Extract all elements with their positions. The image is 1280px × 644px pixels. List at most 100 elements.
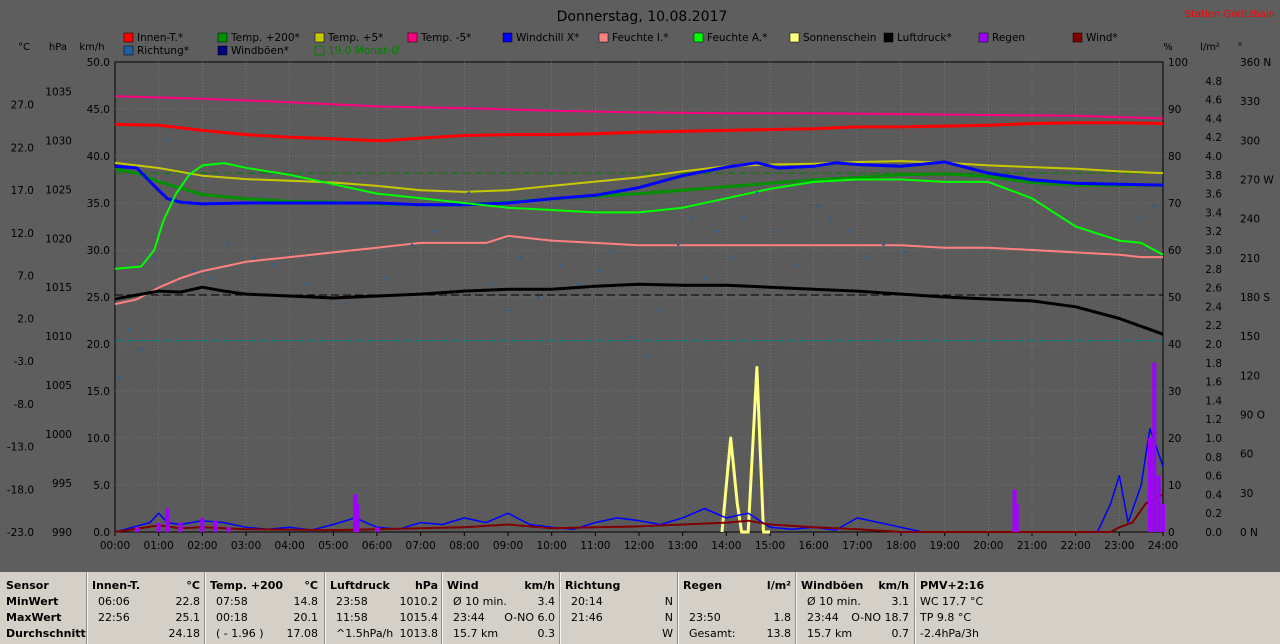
- legend-label: Temp. -5*: [420, 32, 471, 44]
- y-tick-label-rain: 4.2: [1205, 132, 1222, 144]
- y-tick-label-kmh: 40.0: [87, 151, 110, 163]
- legend-label: Windchill X*: [516, 32, 579, 44]
- y-tick-label-celsius: -3.0: [14, 356, 35, 368]
- cell-time: 15.7 km: [807, 627, 853, 640]
- y-tick-label-celsius: 22.0: [11, 142, 34, 154]
- axis-tick-labels: 00:00 01:00 02:00 03:00 04:00 05:00 06:00 07:00…: [7, 57, 1275, 552]
- series-line-sonnenschein: [720, 366, 770, 534]
- cell-time: 23:44: [807, 611, 839, 624]
- cell-value: O-NO 18.7: [851, 611, 909, 624]
- direction-point: [139, 347, 143, 351]
- cell-time: TP 9.8 °C: [920, 611, 972, 624]
- y-tick-label-hpa: 1025: [45, 184, 72, 196]
- axis-unit-label: °: [1238, 42, 1243, 53]
- y-tick-label-hpa: 990: [52, 527, 72, 539]
- rain-bar: [1152, 362, 1157, 532]
- rain-bar: [1147, 438, 1152, 532]
- y-tick-label-direction: 30: [1240, 488, 1253, 500]
- cell-time: 22:56: [98, 611, 130, 624]
- rain-bar: [200, 517, 205, 532]
- direction-point: [742, 217, 746, 220]
- rain-bar: [1012, 489, 1017, 532]
- y-tick-label-percent: 30: [1168, 386, 1181, 398]
- cell-value: 25.1: [175, 611, 201, 624]
- direction-point: [1152, 204, 1156, 207]
- legend-swatch: [598, 32, 609, 43]
- station-name: Station Göritzhain: [1185, 9, 1275, 20]
- rain-bar: [1156, 475, 1161, 532]
- cell-value: 1010.2: [399, 595, 439, 608]
- cell-value: O-NO 6.0: [504, 611, 555, 624]
- y-tick-label-percent: 0: [1168, 527, 1175, 539]
- legend-label: Regen: [992, 32, 1025, 44]
- y-tick-label-kmh: 0.0: [93, 527, 110, 539]
- column-header: Windböen: [801, 579, 864, 592]
- direction-point: [270, 263, 274, 266]
- y-tick-label-kmh: 45.0: [87, 104, 110, 116]
- column-unit: km/h: [524, 579, 555, 592]
- statistics-table: Sensor MinWert MaxWert Durchschnitt Innen-T.…: [0, 572, 1280, 644]
- y-tick-label-percent: 80: [1168, 151, 1181, 163]
- y-tick-label-kmh: 25.0: [87, 292, 110, 304]
- legend-swatch: [314, 45, 325, 56]
- y-tick-label-percent: 40: [1168, 339, 1181, 351]
- row-label: MaxWert: [6, 611, 62, 624]
- x-tick-label: 13:00: [668, 540, 698, 552]
- cell-value: N: [664, 611, 673, 624]
- direction-point: [519, 256, 523, 260]
- y-tick-label-celsius: 17.0: [11, 185, 34, 197]
- direction-point: [576, 282, 580, 286]
- column-separator: [204, 572, 206, 644]
- legend-swatch: [314, 32, 325, 43]
- rain-bar: [353, 494, 358, 532]
- series-line-feuchte-a-: [114, 162, 1164, 270]
- direction-point: [864, 256, 868, 260]
- cell-value: 13.8: [766, 627, 792, 640]
- y-tick-label-rain: 4.6: [1205, 95, 1222, 107]
- legend-label: Feuchte A.*: [707, 32, 768, 44]
- rain-bar: [355, 503, 360, 532]
- direction-point: [537, 295, 540, 299]
- direction-point: [611, 250, 615, 253]
- x-tick-label: 05:00: [318, 540, 348, 552]
- direction-point: [384, 276, 388, 279]
- y-tick-label-rain: 1.6: [1205, 377, 1222, 389]
- rain-bar: [1161, 503, 1165, 532]
- direction-point: [598, 269, 601, 273]
- direction-point: [646, 354, 650, 358]
- x-tick-label: 09:00: [493, 540, 523, 552]
- x-tick-label: 04:00: [275, 540, 305, 552]
- x-tick-label: 19:00: [930, 540, 960, 552]
- cell-value: 1013.8: [399, 627, 439, 640]
- y-tick-label-hpa: 1015: [45, 282, 72, 294]
- direction-point: [729, 256, 732, 260]
- legend-label: Feuchte I.*: [612, 32, 669, 44]
- cell-time: ( - 1.96 ): [216, 627, 264, 640]
- rain-bar: [178, 522, 183, 532]
- cell-time: 15.7 km: [453, 627, 499, 640]
- cell-time: ^1.5hPa/h: [336, 627, 394, 640]
- y-tick-label-rain: 3.0: [1205, 245, 1222, 257]
- y-tick-label-celsius: -8.0: [14, 399, 35, 411]
- y-tick-label-direction: 270 W: [1240, 175, 1274, 187]
- column-header: Regen: [683, 579, 723, 592]
- y-tick-label-direction: 150: [1240, 331, 1260, 343]
- cell-time: 21:46: [571, 611, 603, 624]
- row-label: MinWert: [6, 595, 59, 608]
- direction-point: [716, 230, 719, 234]
- cell-value: 24.18: [168, 627, 201, 640]
- y-tick-label-hpa: 1035: [45, 86, 72, 98]
- column-unit: km/h: [878, 579, 909, 592]
- y-tick-label-kmh: 30.0: [87, 245, 110, 257]
- y-tick-label-percent: 50: [1168, 292, 1181, 304]
- column-separator: [914, 572, 916, 644]
- cell-value: 22.8: [175, 595, 201, 608]
- direction-point: [192, 269, 195, 273]
- column-header: Richtung: [565, 579, 621, 592]
- y-tick-label-hpa: 1000: [45, 429, 72, 441]
- axis-unit-label: °C: [18, 42, 30, 53]
- legend-label: Windböen*: [231, 45, 289, 57]
- column-header: Innen-T.: [92, 579, 141, 592]
- column-separator: [324, 572, 326, 644]
- legend-swatch: [407, 32, 418, 43]
